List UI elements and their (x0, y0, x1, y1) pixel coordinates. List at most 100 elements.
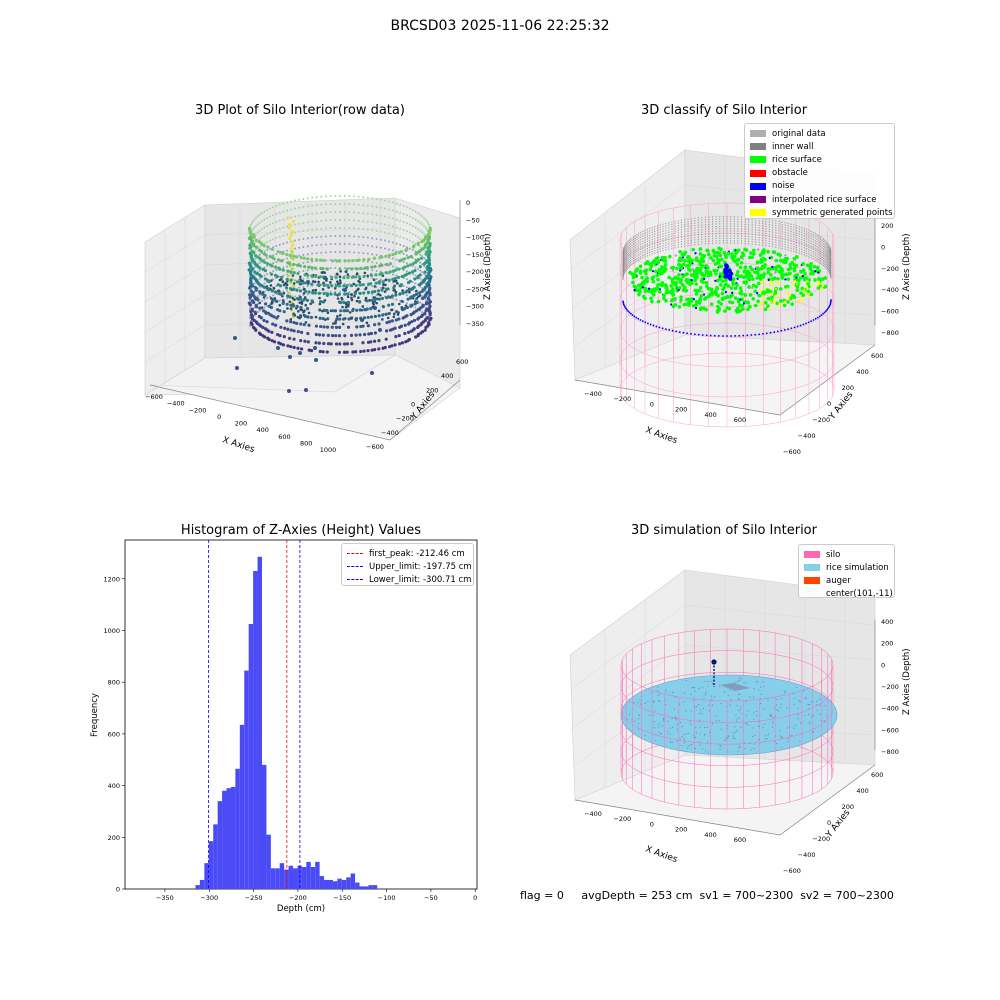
scatter-point (343, 211, 346, 214)
classified-point (739, 274, 744, 278)
classified-point (761, 266, 765, 270)
scatter-point (405, 246, 408, 249)
scatter-point (424, 325, 428, 329)
classified-point (655, 273, 659, 278)
classified-point (792, 284, 795, 287)
histogram-bar (257, 556, 262, 889)
surface-mesh-dot (815, 704, 817, 706)
scatter-point (286, 274, 290, 278)
scatter-point (278, 243, 281, 246)
scatter-point (314, 341, 318, 345)
surface-mesh-dot (727, 751, 729, 753)
classified-point (664, 299, 668, 303)
histogram-bar (293, 868, 298, 889)
classified-point (775, 301, 779, 306)
scatter-point (405, 305, 409, 310)
surface-mesh-dot (685, 710, 687, 712)
scatter-point (252, 220, 255, 223)
tick-label: −200 (466, 268, 484, 276)
scatter-point (249, 321, 253, 325)
scatter-point (345, 267, 349, 271)
histogram-bar (279, 863, 285, 889)
tick-label: −200 (881, 683, 899, 691)
scatter-point (330, 284, 334, 288)
scatter-point (276, 283, 280, 287)
scatter-point (384, 239, 386, 242)
grid-line (569, 604, 686, 691)
scatter-point (366, 236, 369, 239)
scatter-point (405, 230, 408, 233)
scatter-point (375, 277, 378, 280)
classified-point (769, 300, 772, 303)
scatter-point (362, 212, 365, 215)
scatter-point (302, 256, 306, 260)
scatter-point (257, 248, 262, 252)
scatter-point (423, 312, 427, 316)
scatter-point (408, 223, 411, 226)
classified-point (683, 250, 688, 255)
tick-label: −50 (466, 216, 480, 224)
scatter-point (263, 306, 266, 309)
scatter-point (325, 292, 330, 296)
noise-point (705, 334, 708, 337)
scatter-point (391, 209, 394, 212)
tick-label: 200 (842, 384, 854, 392)
classified-point (713, 289, 718, 294)
surface-mesh-dot (745, 701, 747, 703)
tick-label: 400 (704, 411, 716, 419)
x-tick-label: −50 (424, 894, 438, 902)
scatter-point (337, 350, 341, 354)
classified-point (779, 299, 783, 303)
surface-mesh-dot (712, 683, 714, 685)
surface-mesh-dot (736, 718, 738, 720)
surface-mesh-dot (705, 750, 707, 752)
scatter-point (258, 273, 262, 277)
scatter-point (304, 388, 308, 392)
noise-point (822, 312, 824, 315)
scatter-point (315, 252, 318, 255)
surface-mesh-dot (658, 694, 660, 696)
histogram-bar (235, 768, 240, 889)
scatter-point (373, 298, 377, 302)
scatter-point (272, 254, 275, 257)
scatter-point (286, 327, 290, 331)
scatter-point (334, 203, 337, 206)
classified-point (786, 267, 791, 272)
tick-label: −350 (466, 320, 484, 328)
legend-swatch (750, 169, 766, 177)
scatter-point (341, 322, 345, 326)
scatter-point (372, 296, 376, 299)
scatter-point (399, 203, 402, 206)
classified-point (690, 279, 693, 282)
scatter-point (290, 240, 295, 244)
classified-point (678, 280, 683, 285)
panel2-z-label: Z Axies (Depth) (902, 233, 912, 300)
classified-point (677, 286, 682, 290)
classified-point (698, 252, 703, 256)
scatter-point (414, 306, 417, 309)
scatter-point (326, 311, 330, 315)
scatter-point (393, 343, 397, 347)
scatter-point (325, 325, 330, 329)
scatter-point (411, 225, 414, 228)
noise-point (823, 311, 826, 314)
classified-point (698, 297, 702, 301)
classified-point (736, 248, 741, 253)
scatter-point (395, 234, 398, 237)
classified-point (694, 306, 698, 310)
scatter-point (295, 305, 299, 309)
scatter-point (419, 221, 422, 224)
scatter-point (364, 286, 368, 290)
scatter-point (274, 265, 278, 269)
scatter-point (405, 254, 408, 257)
scatter-point (302, 237, 305, 240)
scatter-point (419, 323, 423, 327)
scatter-point (285, 277, 289, 282)
classified-point (791, 280, 794, 284)
histogram-bar (266, 834, 271, 889)
surface-mesh-dot (695, 732, 697, 734)
scatter-point (394, 334, 398, 339)
scatter-point (286, 265, 289, 268)
classified-point (776, 276, 780, 281)
surface-mesh-dot (807, 704, 809, 706)
